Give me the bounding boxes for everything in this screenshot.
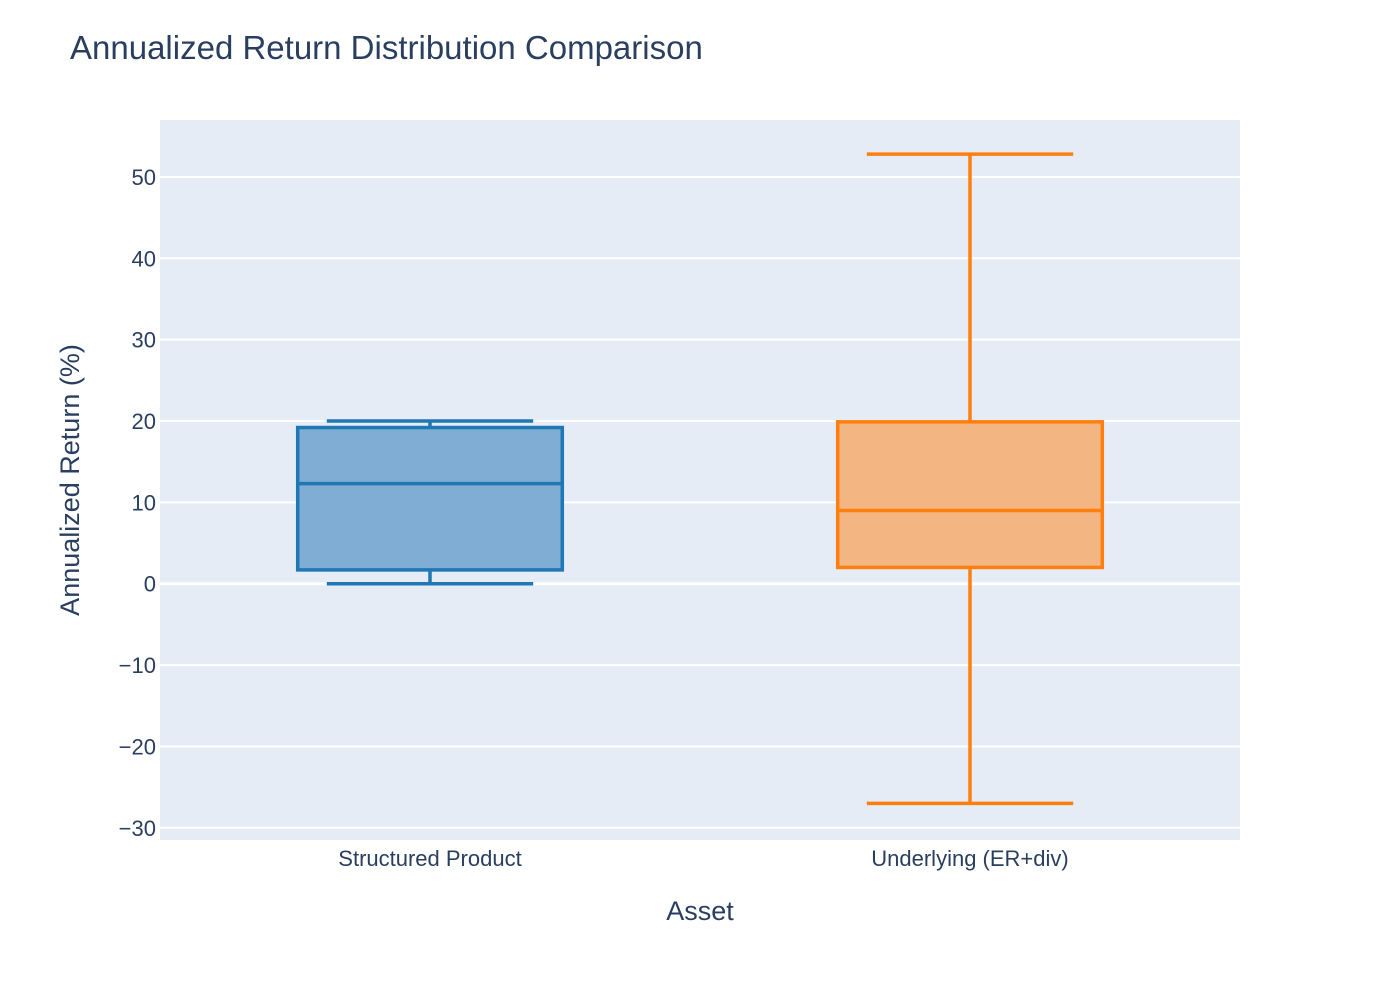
interquartile-box <box>295 425 565 572</box>
y-tick-labels: 50 40 30 20 10 0 −10 −20 −30 <box>119 165 156 841</box>
y-tick-label: 40 <box>132 246 156 271</box>
y-tick-label: 50 <box>132 165 156 190</box>
box-structured-product <box>295 419 565 586</box>
interquartile-box <box>835 420 1105 570</box>
x-tick-label: Underlying (ER+div) <box>871 846 1068 871</box>
box-underlying <box>835 152 1105 806</box>
y-tick-label: 10 <box>132 490 156 515</box>
x-tick-label: Structured Product <box>338 846 521 871</box>
y-tick-label: −20 <box>119 734 156 759</box>
y-tick-label: −10 <box>119 653 156 678</box>
y-tick-label: 30 <box>132 328 156 353</box>
boxes <box>295 152 1105 806</box>
y-tick-label: −30 <box>119 816 156 841</box>
y-axis-title: Annualized Return (%) <box>55 344 85 616</box>
y-tick-label: 20 <box>132 409 156 434</box>
chart-title: Annualized Return Distribution Compariso… <box>70 29 703 66</box>
x-tick-labels: Structured Product Underlying (ER+div) <box>338 846 1068 871</box>
x-axis-title: Asset <box>666 896 734 926</box>
y-tick-label: 0 <box>144 572 156 597</box>
